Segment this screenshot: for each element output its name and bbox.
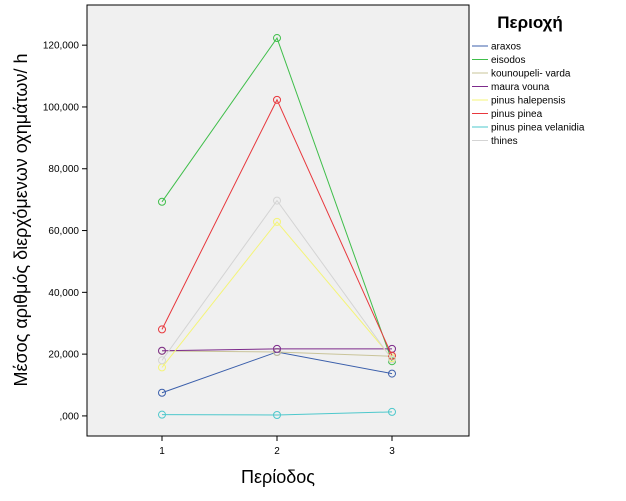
- legend-title: Περιοχή: [497, 13, 563, 32]
- data-point: [158, 388, 166, 397]
- data-point: [158, 197, 166, 206]
- y-tick-label: 40,000: [48, 288, 79, 299]
- legend-item: pinus halepensis: [472, 96, 566, 107]
- plot-area: [86, 4, 470, 437]
- legend-label: pinus halepensis: [491, 96, 566, 107]
- series-line: [161, 98, 393, 356]
- legend-item: araxos: [472, 42, 521, 53]
- legend-label: maura vouna: [491, 82, 550, 93]
- series-layer: [158, 34, 396, 419]
- data-point: [158, 356, 166, 365]
- data-point: [158, 410, 166, 419]
- y-tick-label: 120,000: [43, 41, 80, 52]
- legend-label: pinus pinea: [491, 109, 543, 120]
- legend-item: pinus pinea: [472, 109, 543, 120]
- y-tick-label: 20,000: [48, 350, 79, 361]
- y-tick-label: 80,000: [48, 164, 79, 175]
- data-point: [388, 355, 396, 364]
- x-tick-label: 1: [159, 446, 165, 457]
- series-pinus-halepensis: [158, 217, 396, 372]
- series-pinus-pinea-velanidia: [158, 407, 396, 419]
- legend-label: eisodos: [491, 55, 525, 66]
- data-point: [273, 344, 281, 353]
- series-line: [161, 221, 393, 368]
- x-axis: 1 2 3: [159, 436, 395, 457]
- legend-label: pinus pinea velanidia: [491, 123, 585, 134]
- data-point: [158, 325, 166, 334]
- data-point: [273, 95, 281, 104]
- y-axis-title: Μέσος αριθμός διερχόμενων οχημάτων/ h: [11, 54, 31, 387]
- legend-item: pinus pinea velanidia: [472, 123, 585, 134]
- data-point: [273, 410, 281, 419]
- data-point: [273, 196, 281, 205]
- legend-item: kounoupeli- varda: [472, 69, 571, 80]
- series-pinus-pinea: [158, 95, 396, 360]
- series-line: [161, 411, 393, 416]
- series-line: [161, 199, 393, 361]
- x-axis-title: Περίοδος: [241, 467, 315, 487]
- legend-item: thines: [472, 136, 518, 147]
- series-line: [161, 348, 392, 352]
- y-tick-label: ,000: [60, 411, 80, 422]
- data-point: [273, 217, 281, 226]
- legend-item: eisodos: [472, 55, 525, 66]
- legend-label: thines: [491, 136, 518, 147]
- x-tick-label: 2: [274, 446, 280, 457]
- legend-label: araxos: [491, 42, 521, 53]
- legend-label: kounoupeli- varda: [491, 69, 571, 80]
- y-tick-label: 60,000: [48, 226, 79, 237]
- series-thines: [158, 196, 396, 365]
- legend-item: maura vouna: [472, 82, 550, 93]
- data-point: [388, 407, 396, 416]
- data-point: [158, 346, 166, 355]
- y-axis: ,000 20,000 40,000 60,000 80,000 100,000 120,0…: [43, 41, 87, 422]
- series-line: [161, 36, 393, 362]
- y-tick-label: 100,000: [43, 102, 80, 113]
- data-point: [388, 369, 396, 378]
- x-tick-label: 3: [389, 446, 395, 457]
- data-point: [273, 34, 281, 43]
- legend: araxos eisodos kounoupeli- varda maura voun…: [472, 42, 585, 147]
